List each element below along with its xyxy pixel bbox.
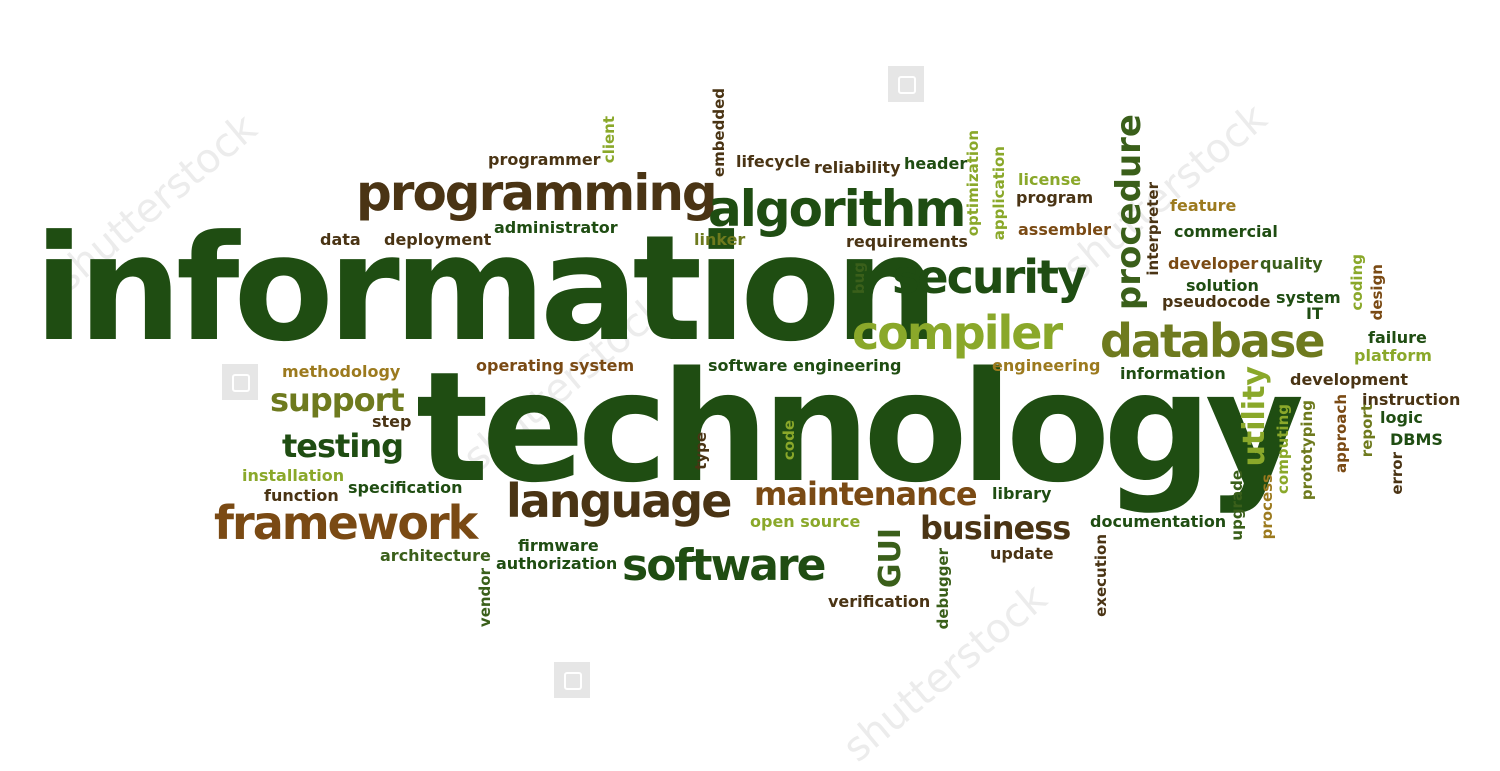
word-reliability: reliability xyxy=(814,158,901,177)
word-header: header xyxy=(904,154,968,173)
word-software-engineering: software engineering xyxy=(708,356,902,375)
word-failure: failure xyxy=(1368,328,1427,347)
word-security: security xyxy=(892,250,1087,304)
word-deployment: deployment xyxy=(384,230,492,249)
word-it: IT xyxy=(1306,304,1323,323)
word-software: software xyxy=(622,540,826,591)
word-update: update xyxy=(990,544,1054,563)
word-programmer: programmer xyxy=(488,150,601,169)
word-authorization: authorization xyxy=(496,554,618,573)
word-administrator: administrator xyxy=(494,218,618,237)
word-utility: utility xyxy=(1237,366,1272,467)
word-requirements: requirements xyxy=(846,232,968,251)
word-execution: execution xyxy=(1092,534,1110,617)
word-specification: specification xyxy=(348,478,463,497)
word-solution: solution xyxy=(1186,276,1259,295)
word-database: database xyxy=(1100,314,1326,368)
word-library: library xyxy=(992,484,1052,503)
word-report: report xyxy=(1358,404,1376,458)
word-interpreter: interpreter xyxy=(1144,182,1162,276)
word-code: code xyxy=(780,420,798,461)
word-coding: coding xyxy=(1348,254,1366,311)
word-documentation: documentation xyxy=(1090,512,1227,531)
word-framework: framework xyxy=(214,496,478,550)
word-commercial: commercial xyxy=(1174,222,1278,241)
word-installation: installation xyxy=(242,466,345,485)
word-type: type xyxy=(692,432,710,470)
word-vendor: vendor xyxy=(476,568,494,628)
word-linker: linker xyxy=(694,230,746,249)
word-approach: approach xyxy=(1332,394,1350,473)
word-technology: technology xyxy=(416,339,1304,516)
word-optimization: optimization xyxy=(964,130,982,237)
word-prototyping: prototyping xyxy=(1298,400,1316,501)
word-architecture: architecture xyxy=(380,546,491,565)
word-maintenance: maintenance xyxy=(754,475,978,513)
word-dbms: DBMS xyxy=(1390,430,1443,449)
word-methodology: methodology xyxy=(282,362,401,381)
word-cloud: shutterstock shutterstock shutterstock s… xyxy=(34,66,1461,771)
watermark-icon xyxy=(554,662,590,698)
word-testing: testing xyxy=(282,427,404,465)
word-bug: bug xyxy=(850,262,868,295)
word-business: business xyxy=(920,509,1071,547)
word-developer: developer xyxy=(1168,254,1259,273)
word-client: client xyxy=(600,116,618,164)
word-data: data xyxy=(320,230,361,249)
word-process: process xyxy=(1258,474,1276,540)
word-gui: GUI xyxy=(873,528,908,589)
word-application: application xyxy=(990,146,1008,241)
word-step: step xyxy=(372,412,412,431)
word-information: information xyxy=(34,204,939,374)
watermark-icon xyxy=(888,66,924,102)
word-compiler: compiler xyxy=(852,306,1063,360)
word-error: error xyxy=(1388,452,1406,495)
word-language: language xyxy=(506,474,732,528)
word-license: license xyxy=(1018,170,1082,189)
word-function: function xyxy=(264,486,339,505)
watermark-icon xyxy=(222,364,258,400)
word-embedded: embedded xyxy=(710,88,728,178)
word-support: support xyxy=(270,381,405,419)
word-design: design xyxy=(1368,264,1386,321)
word-debugger: debugger xyxy=(934,548,952,630)
word-system: system xyxy=(1276,288,1341,307)
word-operating-system: operating system xyxy=(476,356,635,375)
word-platform: platform xyxy=(1354,346,1432,365)
word-quality: quality xyxy=(1260,254,1323,273)
word-computing: computing xyxy=(1274,404,1292,494)
word-algorithm: algorithm xyxy=(708,180,966,238)
word-programming: programming xyxy=(356,164,718,222)
word-instruction: instruction xyxy=(1362,390,1461,409)
word-information-small: information xyxy=(1120,364,1226,383)
word-program: program xyxy=(1016,188,1094,207)
word-upgrade: upgrade xyxy=(1228,470,1246,541)
word-procedure: procedure xyxy=(1109,114,1149,311)
word-lifecycle: lifecycle xyxy=(736,152,811,171)
word-verification: verification xyxy=(828,592,931,611)
word-feature: feature xyxy=(1170,196,1237,215)
word-assembler: assembler xyxy=(1018,220,1112,239)
word-engineering: engineering xyxy=(992,356,1101,375)
word-open-source: open source xyxy=(750,512,861,531)
word-pseudocode: pseudocode xyxy=(1162,292,1271,311)
word-logic: logic xyxy=(1380,408,1423,427)
word-firmware: firmware xyxy=(518,536,599,555)
word-development: development xyxy=(1290,370,1409,389)
